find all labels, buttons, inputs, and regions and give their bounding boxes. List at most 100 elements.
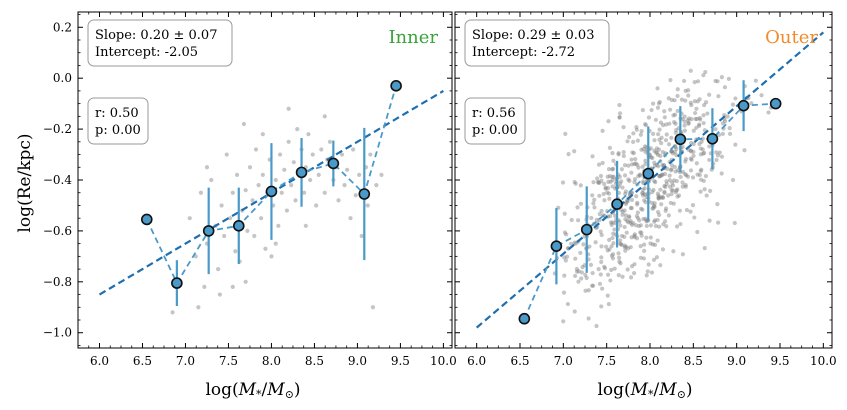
x-tick-label: 9.5 xyxy=(770,354,789,368)
scatter-point xyxy=(617,219,622,224)
scatter-point xyxy=(651,257,657,262)
scatter-point xyxy=(629,206,634,211)
scatter-point xyxy=(686,120,691,125)
scatter-point xyxy=(669,163,674,168)
scatter-point xyxy=(642,186,647,191)
scatter-point xyxy=(625,199,630,204)
scatter-point xyxy=(726,76,731,81)
scatter-point xyxy=(634,125,639,130)
scatter-point xyxy=(602,266,608,271)
binned-marker xyxy=(327,157,340,170)
scatter-point xyxy=(609,222,614,228)
scatter-point xyxy=(623,191,628,197)
binned-marker xyxy=(518,312,531,325)
scatter-point xyxy=(619,233,625,239)
scatter-point xyxy=(660,123,666,128)
scatter-point xyxy=(289,182,294,188)
scatter-point xyxy=(228,216,233,221)
scatter-point xyxy=(250,198,255,203)
scatter-point xyxy=(574,269,580,274)
scatter-point xyxy=(599,255,604,260)
region-label: Outer xyxy=(765,27,818,48)
scatter-point xyxy=(653,117,658,122)
scatter-point xyxy=(605,174,610,179)
scatter-point xyxy=(632,180,637,185)
scatter-point xyxy=(616,273,621,278)
scatter-point xyxy=(652,163,658,168)
inner-panel: 6.0 6.5 7.0 7.5 8.0 8.5 9.0 9.5 10.0 −1.0 −0.8 −0.6… xyxy=(43,11,457,368)
scatter-point xyxy=(209,177,214,183)
scatter-point xyxy=(204,165,210,170)
scatter-point xyxy=(638,230,643,235)
scatter-point xyxy=(576,279,581,284)
scatter-point xyxy=(627,178,632,184)
scatter-point xyxy=(686,116,692,121)
scatter-point xyxy=(632,235,637,240)
scatter-point xyxy=(651,187,656,193)
scatter-point xyxy=(598,272,603,277)
scatter-point xyxy=(606,191,612,196)
scatter-point xyxy=(222,233,227,239)
scatter-point xyxy=(713,78,718,84)
scatter-point xyxy=(629,157,634,162)
binned-marker xyxy=(295,166,308,179)
scatter-point xyxy=(608,220,614,225)
scatter-point xyxy=(339,152,345,157)
scatter-point xyxy=(241,121,247,127)
scatter-point xyxy=(601,181,607,186)
scatter-point xyxy=(629,235,634,240)
scatter-point xyxy=(640,191,645,196)
scatter-point xyxy=(670,183,676,188)
scatter-point xyxy=(642,192,648,197)
scatter-point xyxy=(675,187,680,192)
scatter-point xyxy=(668,200,673,206)
scatter-point xyxy=(644,235,649,240)
scatter-point xyxy=(713,127,718,132)
scatter-point xyxy=(730,177,736,183)
scatter-point xyxy=(641,146,646,152)
x-tick-label: 10.0 xyxy=(810,354,837,368)
scatter-point xyxy=(310,152,315,157)
scatter-point xyxy=(701,73,706,78)
correlation-box xyxy=(87,97,149,145)
scatter-point xyxy=(685,118,690,123)
scatter-point xyxy=(603,186,608,191)
scatter-point xyxy=(611,158,616,163)
scatter-point xyxy=(260,172,265,178)
scatter-point xyxy=(689,157,694,162)
scatter-point xyxy=(658,195,664,200)
scatter-point xyxy=(617,259,622,264)
binned-marker xyxy=(232,220,245,232)
scatter-point xyxy=(576,218,581,223)
scatter-point xyxy=(662,190,667,195)
scatter-point xyxy=(569,217,574,223)
scatter-point xyxy=(656,196,661,201)
scatter-point xyxy=(657,99,662,105)
scatter-point xyxy=(618,242,624,247)
scatter-point xyxy=(697,122,702,127)
scatter-point xyxy=(368,152,373,157)
scatter-point xyxy=(683,157,689,162)
scatter-point xyxy=(650,155,655,161)
scatter-point xyxy=(660,163,665,168)
scatter-point xyxy=(707,218,712,223)
scatter-point xyxy=(649,270,655,275)
scatter-point xyxy=(632,161,637,167)
scatter-point xyxy=(719,74,724,80)
scatter-point xyxy=(322,190,327,195)
scatter-point xyxy=(651,203,657,209)
scatter-point xyxy=(656,193,661,198)
scatter-point xyxy=(666,142,672,147)
scatter-point xyxy=(595,179,601,185)
scatter-point xyxy=(566,151,571,157)
binned-marker xyxy=(140,213,153,226)
scatter-point xyxy=(697,141,702,147)
scatter-point xyxy=(675,194,680,199)
scatter-point xyxy=(618,223,623,228)
scatter-point xyxy=(594,217,599,222)
scatter-point xyxy=(676,193,682,198)
scatter-point xyxy=(583,288,588,293)
scatter-point xyxy=(733,96,738,101)
scatter-point xyxy=(610,252,616,257)
scatter-point xyxy=(623,248,628,253)
